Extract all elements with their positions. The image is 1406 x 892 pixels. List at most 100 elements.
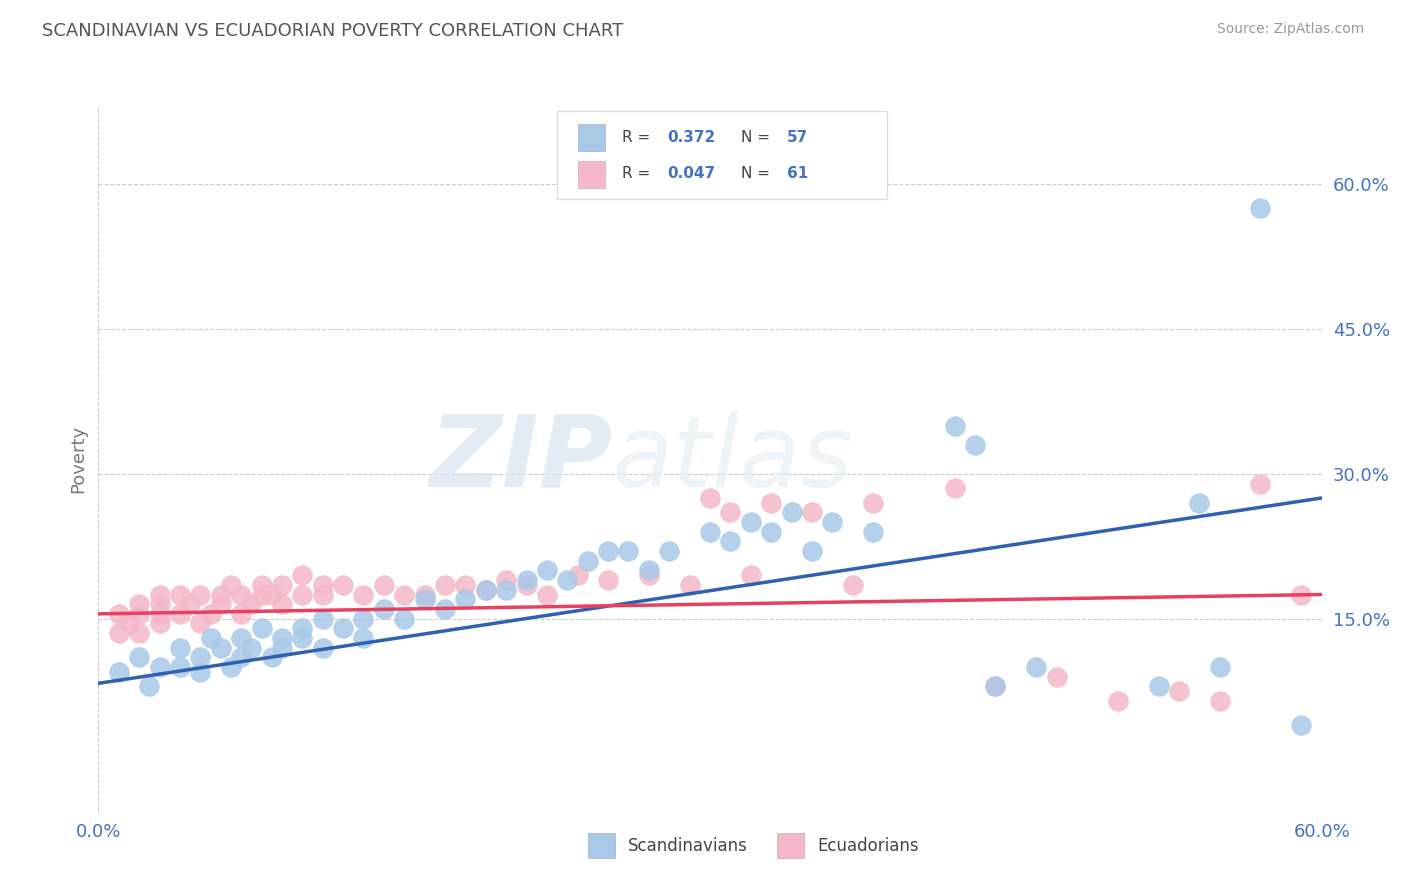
Point [536,588,558,602]
Point [188,650,212,665]
Point [1291,588,1313,602]
Point [291,588,314,602]
Point [209,640,232,655]
Point [188,616,212,631]
FancyBboxPatch shape [778,833,804,857]
Point [555,573,579,587]
Point [943,418,966,433]
Point [699,491,721,505]
Point [169,607,191,621]
Point [943,481,966,495]
Point [1107,694,1129,708]
Point [149,607,172,621]
Point [679,578,702,592]
Point [761,524,783,539]
Point [200,631,222,645]
Point [474,582,498,597]
Point [231,607,253,621]
Point [149,597,172,611]
Point [188,588,212,602]
Point [312,578,335,592]
Point [1291,718,1313,732]
Point [169,640,191,655]
Point [965,438,987,452]
Text: N =: N = [741,167,769,181]
Point [219,660,242,674]
Point [821,515,844,529]
Point [658,544,681,558]
Point [454,578,477,592]
Point [862,496,884,510]
Point [801,506,824,520]
Point [352,588,374,602]
Point [128,626,150,640]
Point [1147,679,1170,693]
Point [567,568,589,582]
Text: SCANDINAVIAN VS ECUADORIAN POVERTY CORRELATION CHART: SCANDINAVIAN VS ECUADORIAN POVERTY CORRE… [42,22,623,40]
Point [413,592,436,607]
Point [740,568,762,582]
Text: N =: N = [741,130,769,145]
Point [108,626,131,640]
Point [312,588,335,602]
Point [231,588,253,602]
Point [536,563,558,577]
Point [801,544,824,558]
Point [108,665,131,679]
Point [1045,669,1069,683]
Point [434,578,457,592]
Point [270,640,294,655]
Text: ZIP: ZIP [429,411,612,508]
FancyBboxPatch shape [578,124,605,151]
Point [312,640,335,655]
Point [312,612,335,626]
Point [179,597,201,611]
Point [598,573,620,587]
Point [392,612,416,626]
Text: R =: R = [621,167,650,181]
Text: Source: ZipAtlas.com: Source: ZipAtlas.com [1216,22,1364,37]
Point [718,506,742,520]
Point [352,612,374,626]
Point [1188,496,1211,510]
Text: R =: R = [621,130,650,145]
Point [149,616,172,631]
Text: 57: 57 [787,130,808,145]
Point [516,578,538,592]
Point [1249,476,1271,491]
Point [637,568,661,582]
Point [128,597,150,611]
FancyBboxPatch shape [578,161,605,188]
Point [718,534,742,549]
FancyBboxPatch shape [557,111,887,199]
Point [188,665,212,679]
Point [270,578,294,592]
Point [413,588,436,602]
Text: Ecuadorians: Ecuadorians [818,837,920,855]
Point [617,544,640,558]
Text: 61: 61 [787,167,808,181]
Point [291,621,314,635]
Point [780,506,803,520]
Point [1209,694,1232,708]
Point [250,588,273,602]
Point [291,568,314,582]
Point [250,578,273,592]
Point [392,588,416,602]
Point [260,650,283,665]
Point [240,640,263,655]
Point [516,573,538,587]
Point [270,631,294,645]
Point [128,607,150,621]
Point [984,679,1007,693]
Point [740,515,762,529]
Point [474,582,498,597]
Point [434,602,457,616]
Point [108,607,131,621]
Point [270,597,294,611]
Point [454,592,477,607]
Text: 0.372: 0.372 [668,130,716,145]
Point [149,660,172,674]
Point [373,602,395,616]
Point [200,607,222,621]
